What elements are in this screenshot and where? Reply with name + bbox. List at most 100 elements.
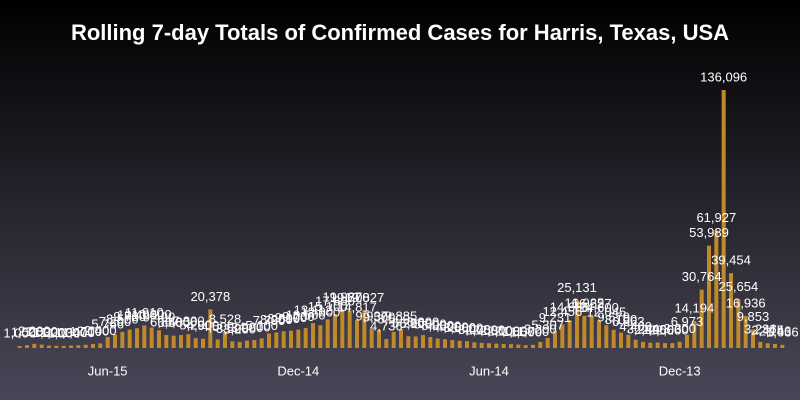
value-label: 10,400 <box>117 308 157 323</box>
value-label: 9,885 <box>385 309 418 324</box>
bar <box>91 344 95 348</box>
value-label: 2,100 <box>77 323 110 338</box>
value-label: 5,100 <box>245 318 278 333</box>
bar <box>355 319 359 348</box>
bar <box>626 334 631 348</box>
bar <box>457 340 462 348</box>
value-label: 8,800 <box>267 311 300 326</box>
bar <box>157 330 161 348</box>
value-label: 8,500 <box>106 311 139 326</box>
value-label: 3,236 <box>744 321 777 336</box>
value-label: 2,200 <box>18 323 51 338</box>
value-label: 16,925 <box>564 295 604 310</box>
bar <box>567 320 572 348</box>
bar <box>758 341 763 348</box>
bar <box>47 345 51 348</box>
bar <box>193 338 198 348</box>
bar <box>575 300 579 348</box>
value-label: 2,560 <box>656 323 689 338</box>
bar <box>597 320 601 348</box>
value-label: 2,600 <box>649 323 682 338</box>
value-label: 1,000 <box>3 326 36 341</box>
bar <box>413 336 418 348</box>
bar <box>670 343 675 348</box>
value-label: 3,200 <box>524 321 557 336</box>
bar <box>135 328 139 348</box>
value-label: 8,500 <box>377 311 410 326</box>
value-label: 1,700 <box>69 324 102 339</box>
bar <box>391 331 396 348</box>
bar <box>230 341 235 348</box>
bar <box>714 230 719 348</box>
bar <box>655 342 660 348</box>
value-label: 20,378 <box>190 289 230 304</box>
bar <box>215 339 220 348</box>
value-label: 5,000 <box>421 318 454 333</box>
bar <box>560 324 565 348</box>
value-label: 1,636 <box>766 324 799 339</box>
value-label: 2,475 <box>751 323 784 338</box>
bar <box>435 338 440 348</box>
bar <box>494 343 499 348</box>
bar <box>633 339 638 348</box>
bar <box>179 335 183 348</box>
bar <box>509 344 513 348</box>
bar <box>120 331 125 348</box>
bar <box>450 340 455 348</box>
bar <box>186 334 191 348</box>
value-label: 3,800 <box>443 320 476 335</box>
bar <box>648 342 653 348</box>
bar <box>208 309 213 348</box>
value-label: 7,200 <box>99 314 132 329</box>
value-label: 14,681 <box>550 300 590 315</box>
bar <box>553 330 557 348</box>
value-label: 4,736 <box>370 318 403 333</box>
value-label: 6,963 <box>612 314 645 329</box>
value-label: 5,200 <box>179 318 212 333</box>
bar <box>699 289 704 348</box>
value-label: 11,910 <box>125 305 164 320</box>
value-label: 2,900 <box>641 322 674 337</box>
bar <box>127 329 132 348</box>
value-label: 3,300 <box>663 321 696 336</box>
value-label: 2,800 <box>634 322 667 337</box>
bar <box>611 329 616 348</box>
value-label: 2,700 <box>465 322 498 337</box>
bar <box>773 343 777 348</box>
value-label: 9,700 <box>282 309 315 324</box>
bar <box>252 340 257 348</box>
bar <box>780 344 785 348</box>
value-label: 53,989 <box>689 225 729 240</box>
bar <box>171 335 176 348</box>
value-label: 8,200 <box>260 312 293 327</box>
bar <box>259 338 264 348</box>
bar <box>223 331 227 348</box>
value-label: 39,454 <box>711 253 751 268</box>
bar <box>384 339 389 348</box>
bar <box>692 321 697 348</box>
bar <box>765 343 770 348</box>
bar <box>281 331 286 348</box>
value-label: 1,400 <box>62 325 95 340</box>
value-label: 1,100 <box>47 325 80 340</box>
value-label: 6,973 <box>671 314 704 329</box>
value-label: 8,528 <box>209 311 242 326</box>
value-label: 6,200 <box>392 316 425 331</box>
bar <box>245 340 249 348</box>
x-tick-label: Jun-15 <box>88 363 128 378</box>
bar <box>347 310 352 348</box>
value-label: 5,766 <box>91 317 124 332</box>
value-label: 1,300 <box>33 325 66 340</box>
value-label: 9,579 <box>597 309 630 324</box>
value-label: 2,000 <box>495 324 528 339</box>
value-label: 4,600 <box>429 319 462 334</box>
bar <box>142 325 147 348</box>
bar <box>721 90 726 348</box>
value-label: 2,300 <box>480 323 513 338</box>
bar <box>274 332 279 348</box>
bar <box>677 341 682 348</box>
value-label: 9,100 <box>275 310 308 325</box>
value-label: 12,456 <box>542 304 582 319</box>
value-label: 15,100 <box>308 299 348 314</box>
value-label: 2,500 <box>473 323 506 338</box>
